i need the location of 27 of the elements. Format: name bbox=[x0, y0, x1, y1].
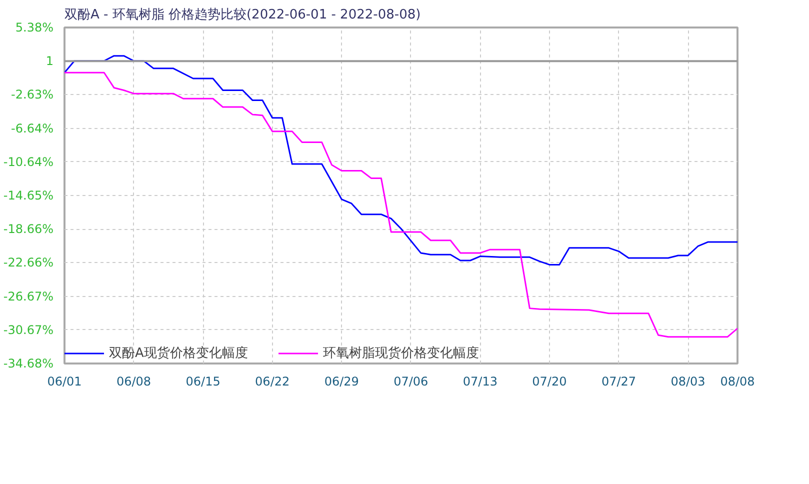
y-tick-label: 1 bbox=[46, 54, 54, 68]
y-tick-label: -10.64% bbox=[3, 154, 54, 169]
y-tick-label: -2.63% bbox=[11, 88, 54, 102]
y-tick-label: -22.66% bbox=[3, 256, 54, 270]
chart-title: 双酚A - 环氧树脂 价格趋势比较(2022-06-01 - 2022-08-08) bbox=[64, 8, 421, 22]
y-tick-label: -14.65% bbox=[3, 188, 54, 202]
legend-label: 双酚A现货价格变化幅度 bbox=[109, 345, 248, 362]
line-series bbox=[64, 72, 738, 338]
y-tick-label: 5.38% bbox=[15, 20, 54, 34]
x-tick-label: 07/13 bbox=[462, 374, 498, 388]
y-tick-label: -26.67% bbox=[3, 289, 54, 304]
y-tick-label: -18.66% bbox=[3, 222, 54, 236]
x-tick-label: 06/15 bbox=[186, 374, 220, 388]
x-tick-label: 06/22 bbox=[255, 374, 290, 388]
line-series bbox=[64, 55, 738, 266]
x-tick-label: 07/20 bbox=[532, 374, 567, 388]
x-tick-label: 06/29 bbox=[324, 374, 359, 388]
x-tick-label: 06/01 bbox=[47, 374, 82, 388]
x-tick-label: 07/27 bbox=[601, 374, 636, 388]
y-tick-label: -6.64% bbox=[11, 121, 54, 136]
x-tick-label: 08/03 bbox=[670, 374, 706, 388]
x-tick-label: 08/08 bbox=[720, 374, 755, 388]
legend-label: 环氧树脂现货价格变化幅度 bbox=[322, 345, 479, 362]
x-tick-label: 07/06 bbox=[394, 374, 428, 388]
y-tick-label: -30.67% bbox=[3, 322, 54, 337]
y-tick-label: -34.68% bbox=[3, 356, 54, 370]
x-tick-label: 06/08 bbox=[116, 374, 152, 388]
